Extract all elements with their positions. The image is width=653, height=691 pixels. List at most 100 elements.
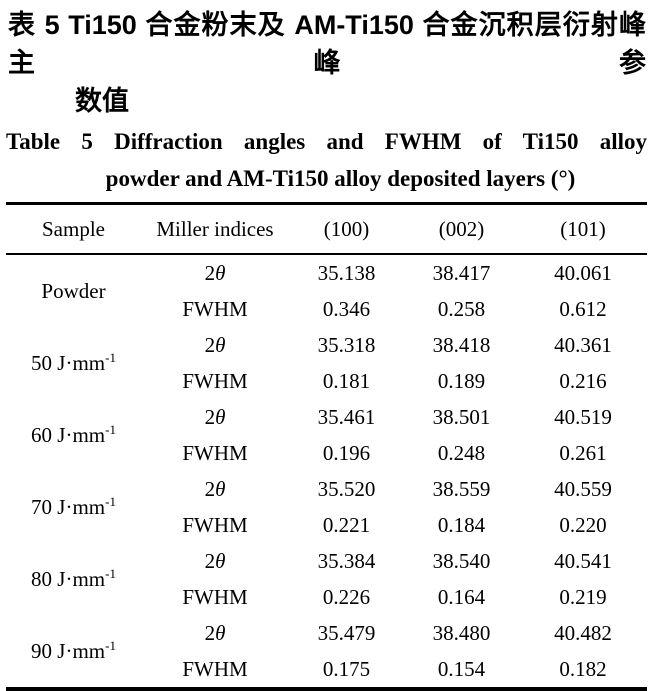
value-cell: 38.501: [432, 404, 491, 429]
table-row: 60 J·mm-1 2θ 35.461 38.501 40.519: [6, 399, 647, 447]
value-cell: 35.479: [317, 620, 376, 645]
sample-cell-50: 50 J·mm-1: [6, 327, 141, 399]
value-cell: 0.219: [559, 584, 607, 609]
value-cell: 0.164: [437, 584, 486, 609]
value-cell: 40.519: [554, 404, 612, 429]
theta-symbol: θ: [215, 404, 226, 429]
metric-label: 2: [204, 548, 216, 573]
column-header-miller-indices: Miller indices: [156, 216, 274, 241]
value-cell: 0.216: [559, 368, 607, 393]
metric-cell-fwhm: FWHM: [141, 579, 289, 615]
caption-english-line2: powder and AM-Ti150 alloy deposited laye…: [105, 166, 576, 191]
sample-exponent: -1: [105, 349, 116, 365]
value-cell: 40.482: [554, 620, 612, 645]
metric-label: FWHM: [182, 440, 248, 465]
metric-label: 2: [204, 332, 216, 357]
column-header-sample: Sample: [42, 216, 105, 241]
value-cell: 0.154: [437, 656, 486, 681]
sample-exponent: -1: [105, 493, 116, 509]
table-row: FWHM 0.181 0.189 0.216: [6, 363, 647, 399]
metric-label: 2: [204, 404, 216, 429]
value-cell: 35.461: [317, 404, 376, 429]
table-number-en: Table 5: [6, 129, 93, 154]
value-cell: 38.418: [432, 332, 491, 357]
value-cell: 40.061: [554, 260, 612, 285]
metric-label: 2: [204, 620, 216, 645]
table-row: Powder 2θ 35.138 38.417 40.061: [6, 254, 647, 303]
sample-cell-powder: Powder: [6, 254, 141, 327]
value-cell: 40.559: [554, 476, 612, 501]
sample-cell-70: 70 J·mm-1: [6, 471, 141, 543]
value-cell: 0.189: [437, 368, 486, 393]
column-header-100: (100): [323, 216, 370, 241]
column-header-101: (101): [560, 216, 606, 241]
value-cell: 0.248: [437, 440, 486, 465]
table-row: 50 J·mm-1 2θ 35.318 38.418 40.361: [6, 327, 647, 375]
value-cell: 0.196: [322, 440, 371, 465]
sample-label: 80 J·mm: [31, 566, 106, 591]
metric-cell-fwhm: FWHM: [141, 363, 289, 399]
sample-label: 90 J·mm: [31, 638, 106, 663]
caption-chinese-line2: 数值: [75, 86, 129, 116]
header-row: Sample Miller indices (100) (002) (101): [6, 204, 647, 254]
value-cell: 35.138: [317, 260, 376, 285]
metric-cell-2theta: 2θ: [141, 471, 289, 507]
caption-english-line1: Table 5 Diffraction angles and FWHM of T…: [0, 123, 653, 160]
table-row: FWHM 0.221 0.184 0.220: [6, 507, 647, 543]
value-cell: 0.181: [322, 368, 371, 393]
metric-cell-2theta: 2θ: [141, 327, 289, 363]
value-cell: 0.182: [559, 656, 607, 681]
theta-symbol: θ: [215, 476, 226, 501]
sample-label: Powder: [41, 278, 106, 303]
metric-label: 2: [204, 476, 216, 501]
value-cell: 0.261: [559, 440, 607, 465]
caption-chinese-line1: 表 5 Ti150 合金粉末及 AM-Ti150 合金沉积层衍射峰主峰参: [0, 6, 653, 82]
value-cell: 0.226: [322, 584, 371, 609]
value-cell: 38.559: [432, 476, 491, 501]
metric-cell-fwhm: FWHM: [141, 651, 289, 689]
value-cell: 0.184: [437, 512, 486, 537]
sample-label: 70 J·mm: [31, 494, 106, 519]
value-cell: 35.520: [317, 476, 376, 501]
caption-text-en: Diffraction angles and FWHM of Ti150 all…: [114, 129, 647, 154]
caption-text-cn: Ti150 合金粉末及 AM-Ti150 合金沉积层衍射峰主峰参: [8, 10, 646, 78]
metric-cell-fwhm: FWHM: [141, 507, 289, 543]
value-cell: 0.612: [559, 296, 607, 321]
theta-symbol: θ: [215, 260, 226, 285]
theta-symbol: θ: [215, 548, 226, 573]
value-cell: 0.346: [322, 296, 371, 321]
sample-cell-90: 90 J·mm-1: [6, 615, 141, 689]
value-cell: 0.221: [322, 512, 371, 537]
metric-label: FWHM: [182, 656, 248, 681]
table-row: 90 J·mm-1 2θ 35.479 38.480 40.482: [6, 615, 647, 663]
value-cell: 35.318: [317, 332, 376, 357]
sample-cell-80: 80 J·mm-1: [6, 543, 141, 615]
metric-label: FWHM: [182, 368, 248, 393]
value-cell: 40.361: [554, 332, 612, 357]
table-number-cn: 表 5: [8, 10, 60, 40]
table-row: FWHM 0.226 0.164 0.219: [6, 579, 647, 615]
value-cell: 0.220: [559, 512, 607, 537]
table-row: 80 J·mm-1 2θ 35.384 38.540 40.541: [6, 543, 647, 591]
sample-exponent: -1: [105, 637, 116, 653]
value-cell: 38.540: [432, 548, 491, 573]
metric-label: FWHM: [182, 584, 248, 609]
metric-cell-fwhm: FWHM: [141, 435, 289, 471]
metric-cell-fwhm: FWHM: [141, 291, 289, 327]
sample-cell-60: 60 J·mm-1: [6, 399, 141, 471]
table-row: FWHM 0.346 0.258 0.612: [6, 291, 647, 327]
metric-cell-2theta: 2θ: [141, 399, 289, 435]
value-cell: 0.175: [322, 656, 371, 681]
value-cell: 35.384: [317, 548, 376, 573]
sample-label: 60 J·mm: [31, 422, 106, 447]
value-cell: 38.480: [432, 620, 491, 645]
value-cell: 40.541: [554, 548, 612, 573]
metric-cell-2theta: 2θ: [141, 543, 289, 579]
diffraction-data-table: Sample Miller indices (100) (002) (101) …: [6, 202, 647, 691]
caption-chinese: 表 5 Ti150 合金粉末及 AM-Ti150 合金沉积层衍射峰主峰参 数值: [0, 6, 653, 120]
metric-label: 2: [204, 260, 216, 285]
metric-cell-2theta: 2θ: [141, 615, 289, 651]
sample-exponent: -1: [105, 421, 116, 437]
theta-symbol: θ: [215, 620, 226, 645]
value-cell: 38.417: [432, 260, 491, 285]
